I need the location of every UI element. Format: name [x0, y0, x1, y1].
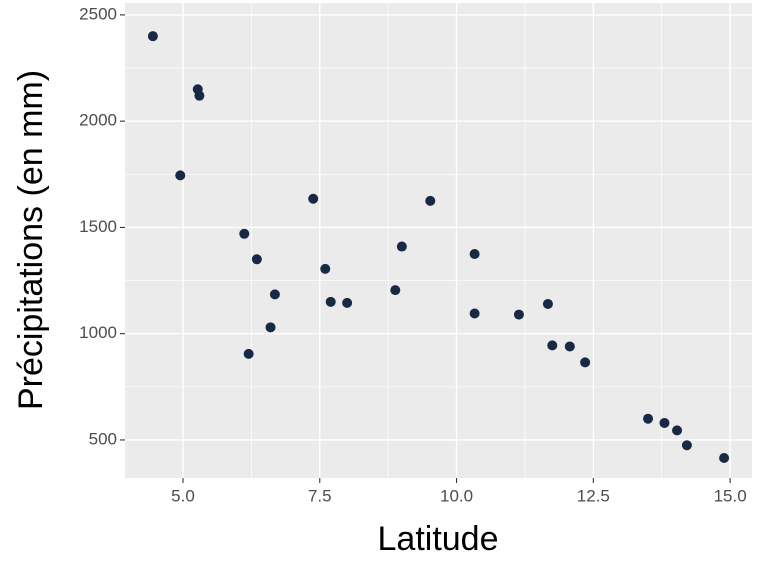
point [681, 440, 692, 451]
point [265, 322, 276, 333]
point [243, 348, 254, 359]
grid [125, 3, 752, 478]
x-tick-label: 10.0 [440, 486, 473, 505]
x-tick-label: 15.0 [714, 486, 747, 505]
points [147, 31, 730, 464]
point [269, 289, 280, 300]
y-tick-label: 1500 [79, 217, 117, 236]
point [672, 425, 683, 436]
point [325, 296, 336, 307]
point [564, 341, 575, 352]
point [425, 195, 436, 206]
point [659, 417, 670, 428]
y-tick-label: 2500 [79, 4, 117, 23]
point [147, 31, 158, 42]
panel [125, 3, 752, 478]
point [513, 309, 524, 320]
point [469, 308, 480, 319]
point [308, 193, 319, 204]
y-tick-label: 2000 [79, 111, 117, 130]
point [547, 340, 558, 351]
point [580, 357, 591, 368]
point [239, 228, 250, 239]
x-tick-label: 7.5 [308, 486, 332, 505]
point [719, 453, 730, 464]
point [175, 170, 186, 181]
point [396, 241, 407, 252]
point [469, 248, 480, 259]
x-tick-label: 5.0 [171, 486, 195, 505]
point [390, 285, 401, 296]
point [643, 413, 654, 424]
x-tick-label: 12.5 [577, 486, 610, 505]
y-tick-label: 500 [89, 429, 117, 448]
point [251, 254, 262, 265]
x-axis-title: Latitude [378, 520, 499, 558]
point [194, 90, 205, 101]
point [342, 297, 353, 308]
point [320, 263, 331, 274]
y-tick-label: 1000 [79, 323, 117, 342]
point [542, 298, 553, 309]
y-axis-title: Précipitations (en mm) [12, 70, 50, 410]
